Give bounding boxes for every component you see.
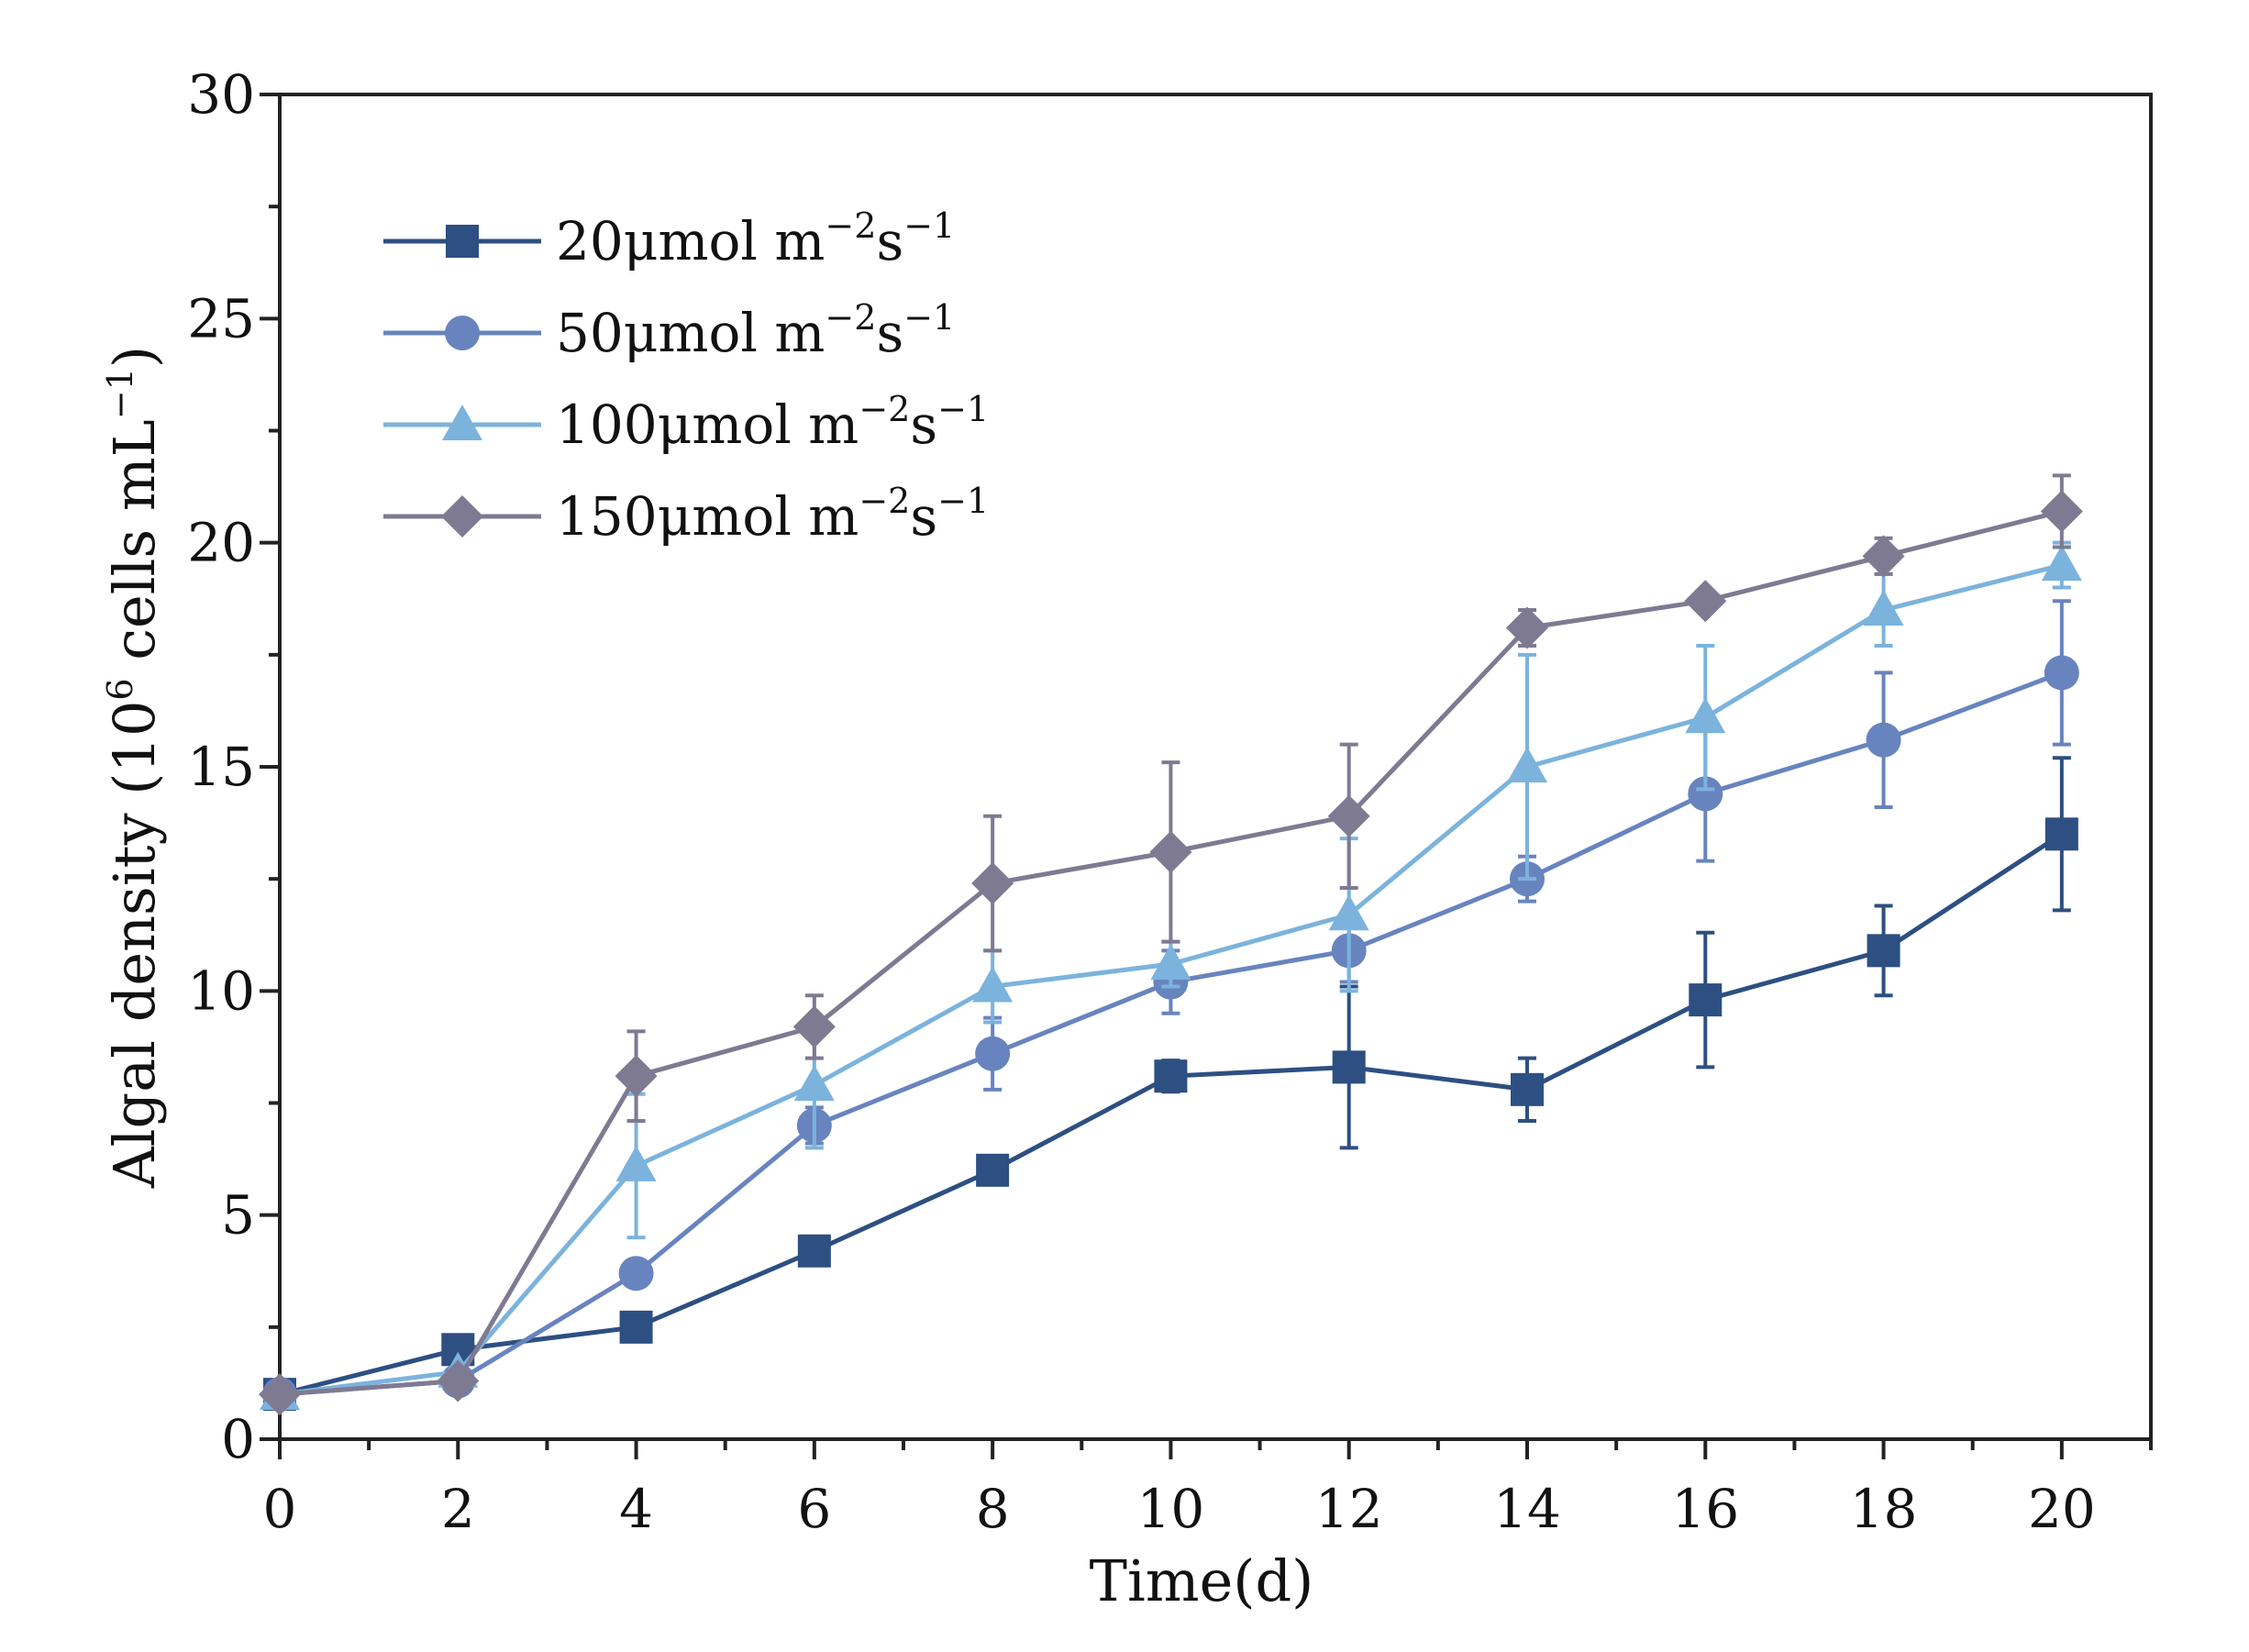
data-point (1863, 589, 1904, 626)
data-point (615, 1055, 658, 1098)
data-point (1327, 794, 1370, 837)
data-point (1507, 747, 1547, 782)
data-point (1150, 944, 1191, 981)
y-tick-label: 20 (187, 512, 255, 574)
legend-swatch-marker (442, 405, 482, 440)
plot-frame (278, 93, 2153, 1441)
legend-label: 150μmol m−2s−1 (556, 481, 989, 548)
series-0 (263, 756, 2078, 1412)
data-point (2044, 655, 2079, 691)
data-point (2041, 545, 2082, 582)
x-axis-title: Time(d) (1090, 1547, 1314, 1614)
y-tick-label: 25 (187, 287, 255, 349)
data-point (615, 1145, 657, 1181)
data-point (972, 966, 1014, 1003)
data-point (619, 1310, 653, 1344)
legend-swatch-marker (441, 495, 483, 538)
x-tick-label: 12 (1315, 1478, 1383, 1540)
data-point (1332, 1050, 1366, 1084)
axis-tick-labels: 0 2 4 6 8 10 12 14 16 18 20 0 5 10 15 20 25 30 (187, 63, 2096, 1540)
data-point (1684, 580, 1727, 623)
y-tick-label: 15 (187, 736, 255, 798)
legend-label: 20μmol m−2s−1 (556, 205, 955, 272)
x-tick-label: 10 (1137, 1478, 1205, 1540)
data-point (1685, 697, 1726, 734)
data-point (971, 862, 1014, 905)
legend-item-0: 20μmol m−2s−1 (383, 205, 955, 272)
y-tick-label: 10 (187, 959, 255, 1022)
legend-swatch-marker (446, 225, 479, 258)
x-tick-label: 4 (619, 1478, 653, 1540)
data-point (1688, 776, 1723, 812)
data-point (1328, 894, 1369, 931)
data-point (976, 1153, 1010, 1187)
data-point (1866, 722, 1901, 758)
x-tick-label: 8 (976, 1478, 1010, 1540)
series-3 (259, 473, 2083, 1416)
data-point (1154, 1059, 1188, 1093)
data-point (1506, 606, 1548, 649)
x-tick-label: 20 (2028, 1478, 2096, 1540)
y-tick-label: 30 (187, 63, 255, 126)
series-1 (262, 599, 2079, 1413)
data-point (2044, 817, 2078, 851)
x-tick-label: 2 (441, 1478, 475, 1540)
x-tick-label: 14 (1493, 1478, 1561, 1540)
x-tick-label: 18 (1850, 1478, 1918, 1540)
series-2 (260, 540, 2082, 1411)
data-point (259, 1373, 301, 1416)
data-point (1689, 983, 1723, 1017)
data-point (975, 1036, 1011, 1071)
legend-item-1: 50μmol m−2s−1 (383, 297, 955, 364)
axis-ticks (260, 93, 2153, 1459)
data-point (437, 1359, 480, 1403)
x-tick-label: 0 (263, 1478, 297, 1540)
y-tick-label: 5 (221, 1184, 255, 1247)
legend-label: 100μmol m−2s−1 (556, 389, 989, 456)
data-point (1867, 934, 1900, 968)
data-point (792, 1005, 836, 1048)
data-point (1511, 1072, 1544, 1106)
y-tick-label: 0 (221, 1408, 255, 1470)
legend-label: 50μmol m−2s−1 (556, 297, 955, 364)
legend-item-3: 150μmol m−2s−1 (383, 481, 989, 548)
x-tick-label: 6 (797, 1478, 831, 1540)
data-point (1862, 535, 1905, 578)
series-layer (259, 473, 2083, 1416)
legend: 20μmol m−2s−1 50μmol m−2s−1 100μmol m−2s−1… (383, 205, 989, 548)
data-point (793, 1064, 835, 1101)
data-point (2040, 490, 2083, 533)
data-point (618, 1256, 654, 1292)
y-axis-title: Algal density (106 cells mL−1) (100, 346, 168, 1189)
data-point (797, 1234, 831, 1268)
data-point (1149, 830, 1192, 873)
x-tick-label: 16 (1671, 1478, 1739, 1540)
legend-swatch-marker (445, 316, 480, 350)
legend-item-2: 100μmol m−2s−1 (383, 389, 989, 456)
